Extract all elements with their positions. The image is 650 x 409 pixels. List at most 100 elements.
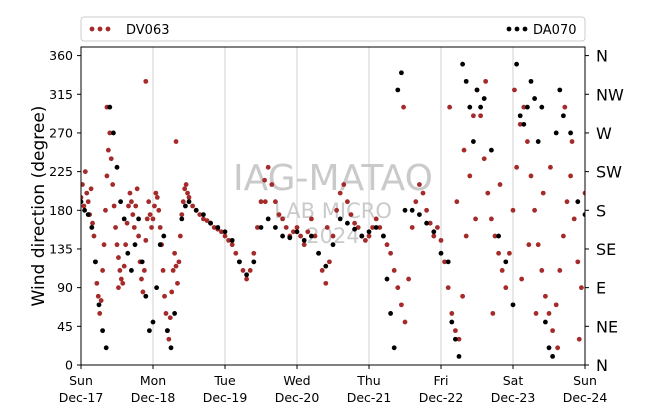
point-dv063	[265, 164, 271, 170]
point-dv063	[478, 113, 483, 119]
point-da070	[172, 311, 178, 316]
x-tick-day: Sat	[503, 373, 524, 388]
point-dv063	[449, 311, 455, 316]
legend-dot	[506, 26, 512, 32]
point-dv063	[334, 207, 339, 213]
point-da070	[366, 229, 372, 235]
point-dv063	[424, 207, 429, 213]
point-da070	[489, 147, 494, 153]
point-dv063	[116, 285, 121, 291]
point-dv063	[417, 182, 422, 187]
point-da070	[183, 203, 188, 209]
point-dv063	[176, 259, 182, 265]
point-dv063	[402, 319, 408, 325]
point-da070	[316, 250, 321, 256]
point-dv063	[391, 268, 397, 273]
point-dv063	[273, 199, 278, 205]
point-da070	[193, 207, 199, 213]
point-da070	[575, 199, 581, 205]
legend-dot	[522, 26, 528, 32]
point-dv063	[134, 186, 140, 192]
point-dv063	[110, 182, 116, 187]
point-dv063	[377, 225, 383, 230]
point-dv063	[240, 268, 246, 273]
watermark: IAG-MATAO LAB MICRO 2024	[233, 158, 433, 248]
x-tick-date: Dec-17	[59, 390, 104, 405]
point-da070	[388, 311, 393, 316]
data-points	[81, 61, 585, 359]
point-da070	[561, 113, 566, 119]
point-dv063	[219, 229, 224, 235]
point-dv063	[276, 212, 282, 217]
point-da070	[143, 293, 149, 299]
y-axis: 0 45 90 135 180 225 270 315 360	[49, 48, 81, 373]
point-dv063	[453, 328, 458, 334]
point-dv063	[175, 280, 180, 286]
legend-label-dv063: DV063	[126, 23, 170, 38]
point-da070	[481, 96, 487, 101]
point-da070	[111, 130, 116, 136]
point-dv063	[185, 190, 190, 196]
point-dv063	[123, 242, 129, 248]
y-tick-label: 45	[57, 319, 73, 334]
point-dv063	[543, 293, 548, 299]
point-dv063	[156, 207, 162, 213]
point-dv063	[481, 156, 487, 162]
point-dv063	[539, 268, 545, 273]
point-da070	[161, 233, 167, 239]
point-da070	[222, 229, 228, 235]
point-dv063	[409, 225, 415, 230]
compass-label: W	[596, 124, 612, 143]
point-dv063	[454, 199, 460, 205]
point-dv063	[562, 104, 568, 110]
legend-dot	[514, 26, 520, 32]
point-dv063	[247, 268, 253, 273]
point-dv063	[105, 147, 111, 153]
point-dv063	[435, 225, 440, 230]
point-da070	[496, 233, 501, 239]
watermark-line-1: IAG-MATAO	[233, 158, 433, 199]
point-da070	[471, 139, 476, 144]
point-dv063	[283, 225, 289, 230]
point-dv063	[298, 233, 303, 239]
point-da070	[409, 207, 415, 213]
point-dv063	[177, 233, 183, 239]
point-dv063	[568, 173, 573, 179]
point-dv063	[258, 199, 264, 205]
point-dv063	[262, 199, 268, 205]
point-da070	[525, 104, 530, 110]
grid-lines	[152, 47, 514, 365]
point-dv063	[90, 220, 95, 226]
point-dv063	[113, 225, 118, 230]
point-dv063	[406, 276, 411, 282]
point-da070	[391, 345, 397, 351]
legend-frame	[80, 16, 586, 42]
point-dv063	[143, 237, 149, 243]
point-dv063	[222, 233, 228, 239]
legend-dot	[89, 26, 95, 32]
point-da070	[280, 233, 285, 239]
point-dv063	[517, 121, 523, 127]
point-dv063	[526, 242, 532, 248]
point-da070	[460, 61, 465, 67]
point-da070	[96, 302, 102, 308]
x-tick-day: Sun	[573, 373, 597, 388]
point-da070	[265, 216, 271, 222]
point-da070	[273, 225, 278, 230]
point-dv063	[201, 216, 206, 222]
point-dv063	[363, 237, 368, 243]
point-dv063	[139, 276, 144, 282]
point-dv063	[445, 285, 451, 291]
point-dv063	[81, 195, 84, 200]
point-dv063	[569, 139, 575, 144]
point-da070	[503, 259, 509, 265]
point-da070	[125, 250, 131, 256]
point-dv063	[388, 250, 393, 256]
point-dv063	[82, 169, 88, 175]
point-dv063	[166, 336, 172, 342]
point-da070	[424, 220, 429, 226]
point-dv063	[366, 233, 372, 239]
point-dv063	[438, 237, 444, 243]
x-tick-date: Dec-19	[203, 390, 248, 405]
point-da070	[359, 233, 365, 239]
